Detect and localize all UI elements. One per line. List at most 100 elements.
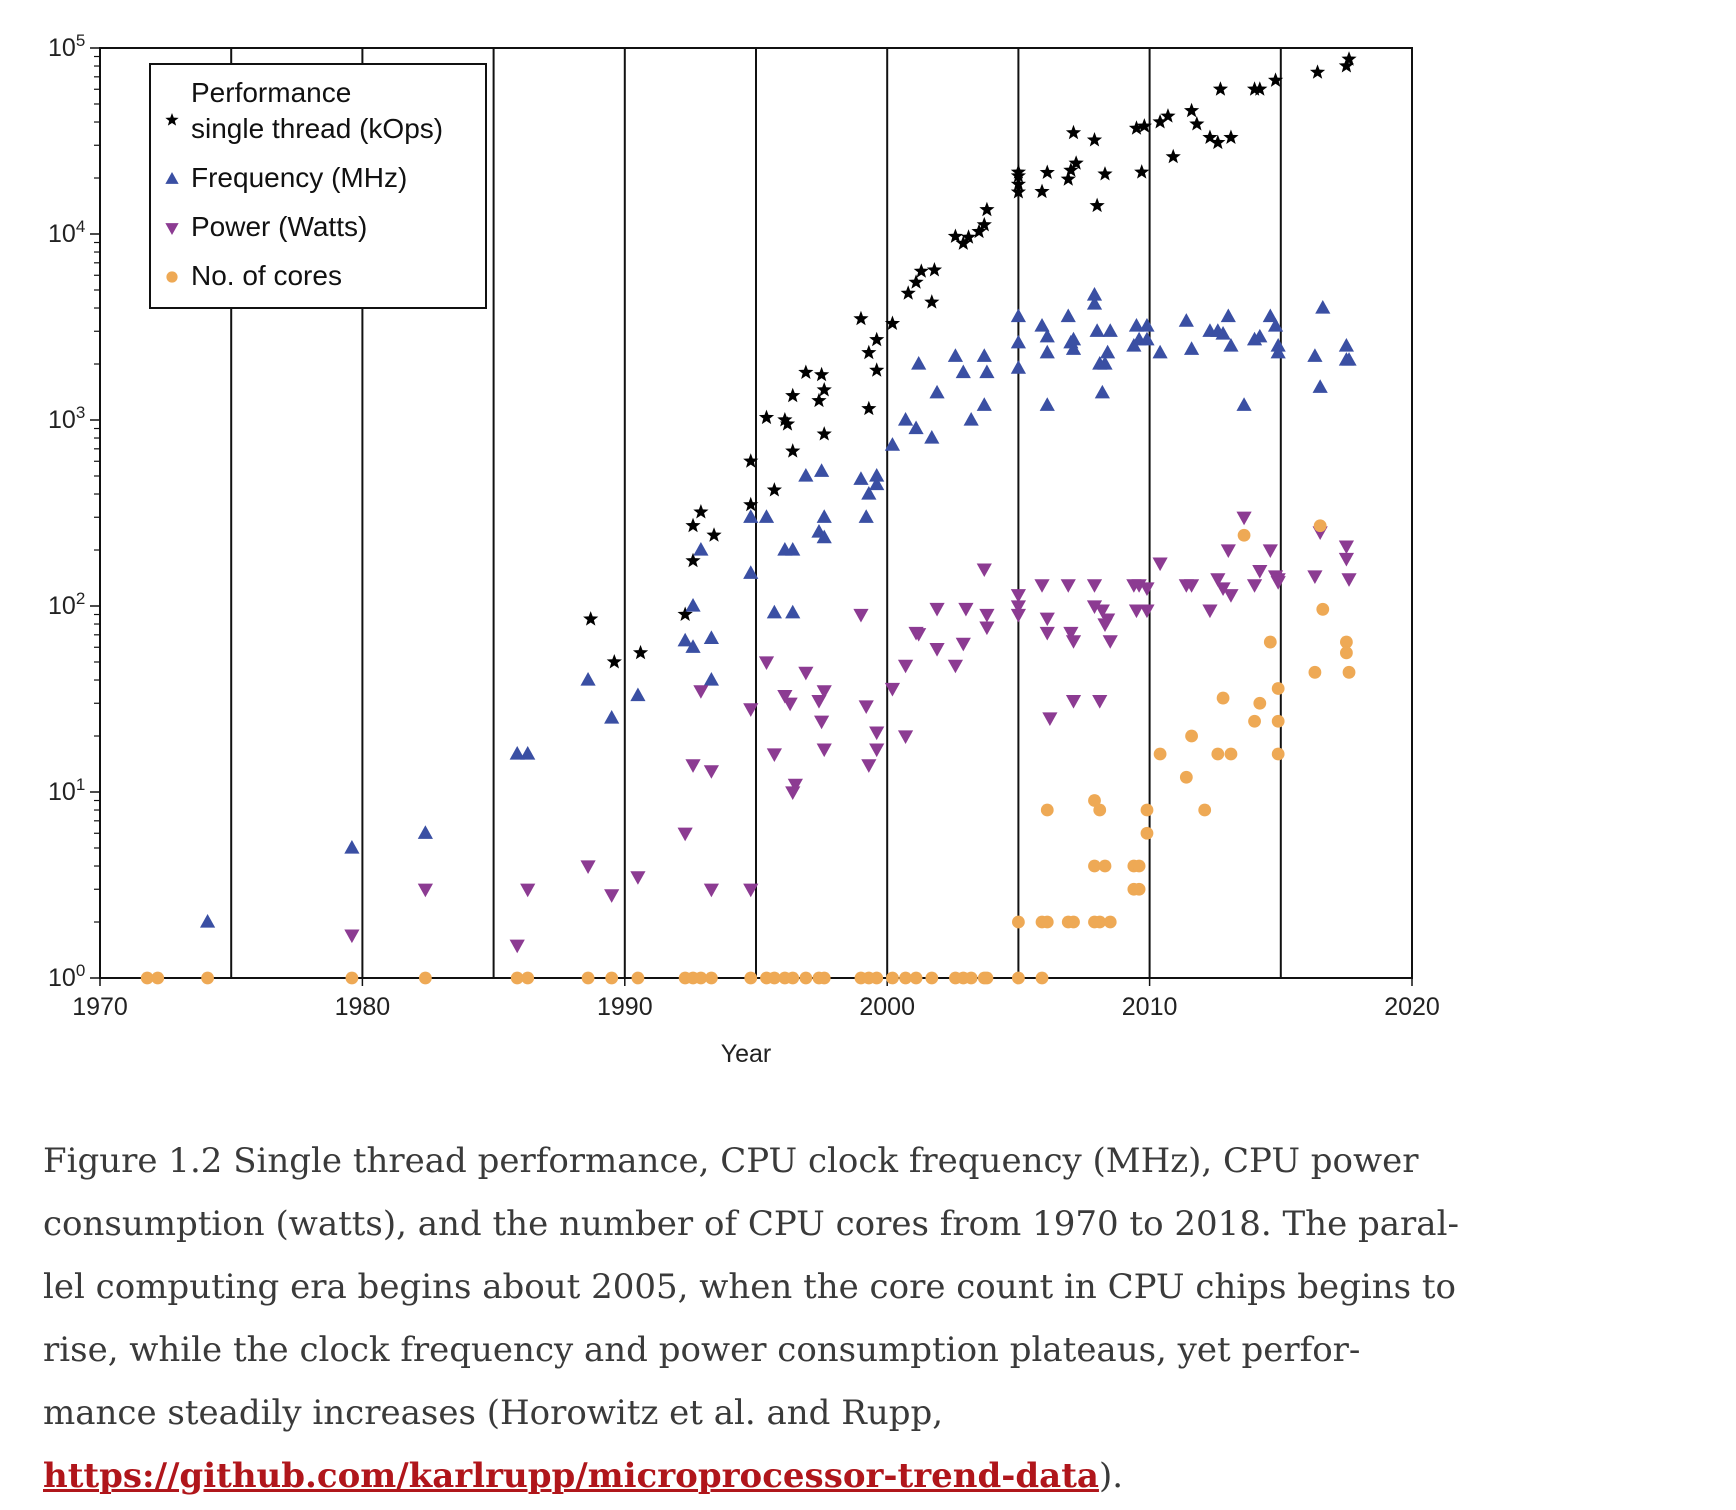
- cores-point: [980, 971, 994, 985]
- cores-point: [581, 971, 595, 985]
- power-point: [816, 743, 832, 758]
- performance-point: [979, 201, 995, 217]
- x-tick-label: 1970: [72, 993, 128, 1021]
- performance-point: [583, 611, 599, 626]
- performance-point: [926, 262, 943, 277]
- cores-point: [1012, 971, 1025, 985]
- frequency-point: [1315, 300, 1331, 314]
- frequency-point: [1039, 344, 1055, 359]
- power-point: [777, 689, 793, 704]
- cores-point: [1140, 826, 1154, 840]
- cores-point: [1088, 794, 1101, 807]
- frequency-point: [785, 604, 801, 619]
- frequency-point: [1262, 308, 1278, 323]
- power-point: [814, 715, 830, 730]
- cores-point: [1093, 915, 1107, 929]
- frequency-point: [858, 509, 874, 523]
- power-point: [1060, 579, 1076, 593]
- performance-point: [1223, 129, 1239, 145]
- performance-point: [743, 496, 759, 512]
- power-point: [1270, 576, 1286, 590]
- performance-point: [606, 653, 622, 669]
- frequency-point: [520, 746, 536, 760]
- frequency-point: [1139, 331, 1155, 346]
- performance-point: [1202, 129, 1218, 145]
- cores-point: [1316, 602, 1330, 616]
- performance-point: [884, 315, 901, 331]
- cores-point: [1211, 747, 1225, 761]
- cores-point: [1103, 915, 1117, 929]
- frequency-point: [1178, 313, 1194, 327]
- y-tick-label: 102: [48, 589, 85, 620]
- frequency-point: [703, 672, 719, 686]
- frequency-point: [976, 348, 992, 362]
- power-point: [580, 860, 596, 875]
- frequency-point: [816, 529, 832, 544]
- power-point: [1210, 573, 1226, 587]
- power-point: [1338, 552, 1354, 567]
- cores-point: [151, 971, 165, 985]
- y-tick-label: 100: [48, 961, 85, 992]
- figure-caption: Figure 1.2 Single thread performance, CP…: [43, 1130, 1463, 1508]
- cores-point: [1313, 519, 1327, 533]
- frequency-point: [1065, 331, 1082, 346]
- cores-point: [1271, 747, 1285, 761]
- frequency-point: [1034, 318, 1050, 332]
- frequency-point: [947, 348, 964, 362]
- power-point: [884, 682, 901, 697]
- power-point: [929, 643, 945, 657]
- frequency-point: [976, 397, 992, 411]
- performance-point: [632, 644, 649, 660]
- power-point: [1341, 573, 1357, 587]
- cores-point: [1271, 714, 1285, 728]
- power-point: [703, 765, 719, 779]
- cores-point: [1132, 859, 1146, 873]
- cores-point: [1040, 915, 1054, 929]
- performance-point: [685, 517, 701, 533]
- frequency-point: [758, 509, 775, 523]
- performance-point: [960, 229, 977, 244]
- performance-point: [976, 216, 992, 232]
- power-point: [1010, 600, 1026, 614]
- legend-entry: Frequency (MHz): [165, 162, 407, 193]
- performance-point: [677, 606, 693, 621]
- power-point: [785, 786, 801, 800]
- cores-point: [631, 971, 645, 985]
- performance-point: [1065, 124, 1082, 140]
- frequency-point: [1102, 323, 1118, 337]
- x-tick-label: 2010: [1122, 993, 1178, 1021]
- performance-point: [1086, 132, 1103, 147]
- power-point: [766, 748, 782, 763]
- legend-marker: [165, 113, 179, 126]
- power-point: [703, 883, 719, 898]
- caption-end: ).: [1098, 1456, 1124, 1496]
- power-point: [743, 703, 759, 717]
- power-point: [897, 659, 914, 674]
- performance-point: [779, 416, 796, 431]
- source-link[interactable]: https://github.com/karlrupp/microprocess…: [43, 1456, 1099, 1496]
- cores-point: [510, 971, 524, 985]
- power-point: [604, 889, 620, 903]
- y-tick-label: 103: [48, 403, 85, 434]
- power-point: [520, 883, 536, 898]
- frequency-point: [1338, 337, 1354, 352]
- power-point: [897, 730, 914, 745]
- performance-point: [685, 552, 701, 568]
- frequency-point: [1220, 308, 1236, 323]
- performance-point: [861, 400, 877, 416]
- power-point: [976, 563, 992, 578]
- cores-point: [1185, 729, 1198, 743]
- y-tick-label: 101: [48, 775, 85, 806]
- performance-point: [1034, 183, 1050, 199]
- power-point: [693, 685, 709, 699]
- power-point: [955, 637, 971, 652]
- performance-point: [693, 504, 709, 519]
- power-point: [958, 602, 974, 617]
- performance-point: [955, 235, 971, 250]
- power-point: [858, 700, 874, 714]
- cores-point: [744, 971, 758, 985]
- frequency-point: [1039, 397, 1055, 411]
- power-point: [685, 759, 701, 773]
- power-point: [1092, 695, 1108, 709]
- series-circle: [140, 519, 1356, 985]
